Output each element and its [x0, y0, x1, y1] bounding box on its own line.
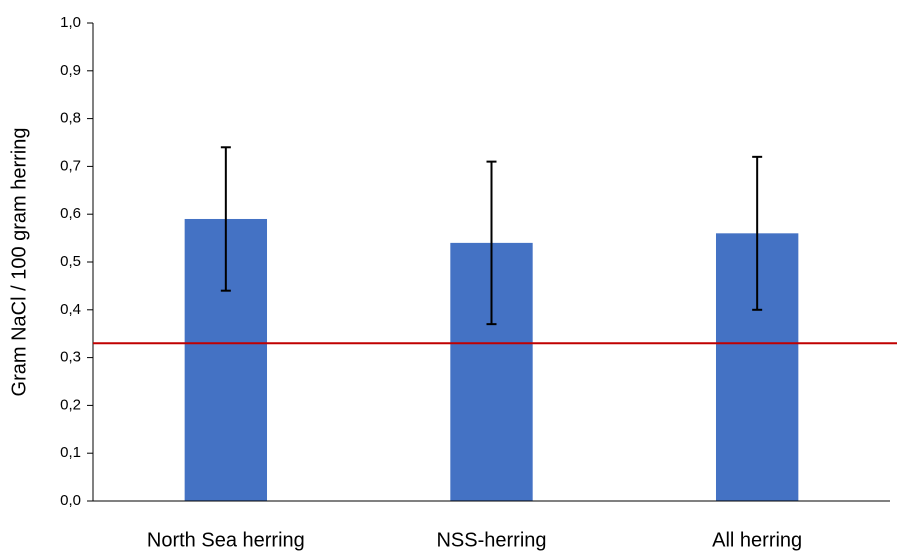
error-bar	[752, 155, 763, 311]
y-tick-label: 1,0	[60, 14, 81, 31]
y-tick-label: 0,9	[60, 62, 81, 79]
y-tick-label: 0,0	[60, 492, 81, 509]
x-tick-label: All herring	[712, 529, 802, 551]
y-tick-label: 0,5	[60, 253, 81, 270]
y-tick-label: 0,7	[60, 157, 81, 174]
y-tick-label: 0,2	[60, 396, 81, 413]
y-tick-label: 0,3	[60, 349, 81, 366]
y-tick-label: 0,4	[60, 301, 81, 318]
error-bar	[220, 146, 231, 292]
x-tick-label: North Sea herring	[147, 529, 305, 551]
y-tick-label: 0,1	[60, 444, 81, 461]
y-tick-label: 0,8	[60, 110, 81, 127]
x-tick-label: NSS-herring	[436, 529, 546, 551]
error-bar	[486, 160, 497, 326]
y-axis-label: Gram NaCl / 100 gram herring	[8, 128, 30, 397]
y-tick-label: 0,6	[60, 205, 81, 222]
